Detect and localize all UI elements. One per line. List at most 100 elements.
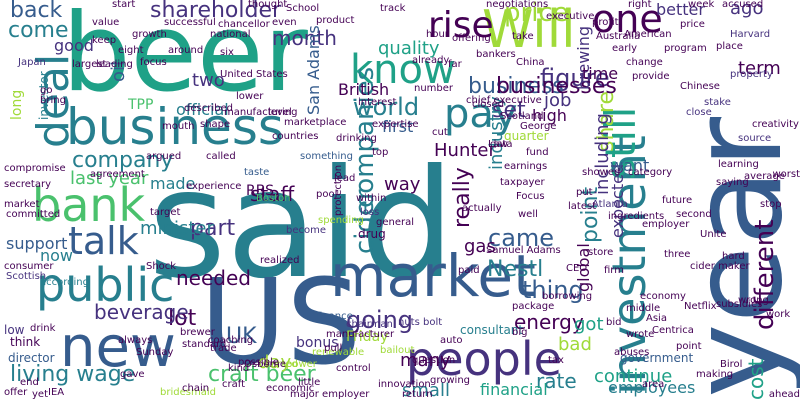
cloud-word: minister: [140, 218, 214, 239]
cloud-word: brewer: [180, 327, 215, 338]
cloud-word: bring: [40, 95, 66, 106]
cloud-word: small: [402, 380, 450, 400]
cloud-word: around: [168, 45, 204, 56]
cloud-word: standard: [182, 339, 227, 350]
cloud-word: drink: [30, 323, 56, 334]
cloud-word: TPP: [128, 97, 154, 113]
cloud-word: pull: [324, 343, 343, 354]
cloud-word: marketplace: [284, 117, 347, 128]
cloud-word: compromise: [4, 163, 66, 174]
cloud-word: stop: [760, 199, 782, 210]
cloud-word: firm: [604, 265, 624, 276]
cloud-word: wrote: [626, 329, 655, 340]
cloud-word: profit: [592, 17, 619, 28]
cloud-word: borrowing: [542, 291, 593, 302]
cloud-word: Australia: [596, 31, 641, 42]
cloud-word: rise: [428, 5, 494, 46]
cloud-word: Samuel Adams: [486, 245, 561, 256]
cloud-word: Atlanta: [592, 199, 628, 210]
cloud-word: good: [54, 36, 94, 55]
cloud-word: drug: [358, 227, 386, 241]
cloud-word: pool: [316, 189, 338, 200]
cloud-word: question: [412, 355, 456, 366]
cloud-word: earnings: [504, 161, 548, 172]
cloud-word: experience: [186, 181, 242, 192]
cloud-word: really: [450, 167, 475, 228]
cloud-word: always: [118, 335, 153, 346]
cloud-word: early: [612, 43, 638, 54]
cloud-word: focus: [140, 57, 167, 68]
cloud-word: loss: [360, 207, 380, 218]
cloud-word: argued: [146, 151, 182, 162]
cloud-word: think: [10, 335, 41, 349]
cloud-word: know: [350, 47, 456, 93]
cloud-word: data: [490, 139, 513, 150]
cloud-word: within: [356, 193, 387, 204]
cloud-word: needed: [176, 266, 251, 290]
cloud-word: nuts bolt: [398, 317, 443, 328]
cloud-word: negotiations: [486, 0, 549, 10]
cloud-word: started: [262, 359, 298, 370]
cloud-word: second: [676, 209, 712, 220]
cloud-word: director: [8, 351, 55, 365]
cloud-word: Will: [482, 0, 576, 60]
cloud-word: Hunter: [434, 140, 496, 161]
cloud-word: San Adams: [304, 25, 323, 115]
cloud-word: middle: [626, 303, 661, 314]
cloud-word: place: [716, 41, 743, 52]
cloud-word: thing: [522, 276, 584, 304]
cloud-word: actually: [462, 203, 502, 214]
cloud-word: bid: [606, 317, 622, 328]
cloud-word: learning: [718, 159, 759, 170]
cloud-word: government: [620, 351, 694, 365]
cloud-word: category: [628, 167, 673, 178]
cloud-word: target: [150, 207, 181, 218]
cloud-word: coaching: [208, 335, 254, 346]
cloud-word: Scottish: [6, 271, 47, 282]
cloud-word: United States: [220, 69, 288, 80]
cloud-word: auto: [440, 335, 463, 346]
cloud-word: abuses: [614, 347, 650, 358]
cloud-word: month: [272, 26, 337, 50]
cloud-word: people: [406, 332, 562, 386]
cloud-word: low: [4, 323, 25, 337]
cloud-word: provide: [632, 71, 670, 82]
cloud-word: take: [512, 31, 534, 42]
cloud-word: beer: [62, 0, 308, 116]
cloud-word: renewable: [312, 347, 365, 358]
cloud-word: right: [628, 0, 652, 10]
cloud-word: taste: [244, 167, 270, 178]
cloud-word: Japan: [18, 57, 46, 68]
cloud-word: American: [624, 29, 672, 40]
cloud-word: staff: [250, 182, 295, 206]
cloud-word: talk: [68, 219, 139, 263]
cloud-word: saying: [716, 177, 749, 188]
cloud-word: now: [40, 246, 74, 265]
cloud-word: made: [150, 174, 196, 193]
cloud-word: mouth: [162, 121, 195, 132]
cloud-word: US: [200, 253, 362, 391]
cloud-word: tax: [548, 355, 564, 366]
cloud-word: economic: [266, 383, 315, 394]
cloud-word: economy: [640, 291, 686, 302]
cloud-word: pay: [444, 91, 518, 137]
cloud-word: successful: [164, 17, 216, 28]
cloud-word: program: [664, 43, 707, 54]
cloud-word: control: [336, 363, 371, 374]
cloud-word: even: [272, 17, 297, 28]
cloud-word: finance: [316, 311, 353, 322]
cloud-word: work: [766, 309, 791, 320]
cloud-word: go: [40, 85, 53, 96]
cloud-word: first: [382, 117, 414, 136]
cloud-word: ago: [730, 0, 764, 19]
cloud-word: drinking: [336, 133, 377, 144]
cloud-word: three: [664, 249, 691, 260]
cloud-word: realized: [260, 255, 300, 266]
cloud-word: agreement: [90, 169, 145, 180]
cloud-word: Asia: [646, 313, 667, 324]
cloud-word: company: [72, 148, 174, 173]
cloud-word: far: [448, 59, 462, 70]
cloud-word: continue: [594, 366, 673, 387]
cloud-word: largest: [72, 59, 107, 70]
cloud-word: chairman: [346, 319, 393, 330]
